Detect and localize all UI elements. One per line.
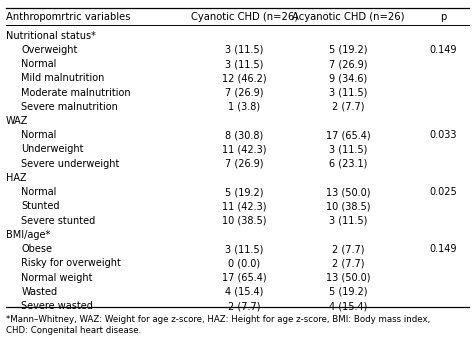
Text: 3 (11.5): 3 (11.5) bbox=[329, 216, 367, 226]
Text: Wasted: Wasted bbox=[21, 287, 57, 297]
Text: 11 (42.3): 11 (42.3) bbox=[222, 144, 266, 155]
Text: Cyanotic CHD (n=26): Cyanotic CHD (n=26) bbox=[191, 12, 298, 22]
Text: *Mann–Whitney, WAZ: Weight for age z-score, HAZ: Height for age z-score, BMI: Bo: *Mann–Whitney, WAZ: Weight for age z-sco… bbox=[6, 315, 430, 324]
Text: 2 (7.7): 2 (7.7) bbox=[332, 244, 365, 254]
Text: 4 (15.4): 4 (15.4) bbox=[329, 301, 367, 311]
Text: Acyanotic CHD (n=26): Acyanotic CHD (n=26) bbox=[292, 12, 405, 22]
Text: 7 (26.9): 7 (26.9) bbox=[225, 159, 264, 169]
Text: Overweight: Overweight bbox=[21, 45, 78, 55]
Text: 3 (11.5): 3 (11.5) bbox=[329, 87, 367, 98]
Text: Severe malnutrition: Severe malnutrition bbox=[21, 102, 118, 112]
Text: HAZ: HAZ bbox=[6, 173, 27, 183]
Text: 3 (11.5): 3 (11.5) bbox=[225, 45, 263, 55]
Text: 5 (19.2): 5 (19.2) bbox=[329, 45, 368, 55]
Text: 7 (26.9): 7 (26.9) bbox=[225, 87, 264, 98]
Text: Obese: Obese bbox=[21, 244, 52, 254]
Text: BMI/age*: BMI/age* bbox=[6, 230, 50, 240]
Text: 2 (7.7): 2 (7.7) bbox=[228, 301, 260, 311]
Text: 5 (19.2): 5 (19.2) bbox=[329, 287, 368, 297]
Text: Mild malnutrition: Mild malnutrition bbox=[21, 73, 105, 83]
Text: 7 (26.9): 7 (26.9) bbox=[329, 59, 368, 69]
Text: Severe stunted: Severe stunted bbox=[21, 216, 96, 226]
Text: Stunted: Stunted bbox=[21, 201, 60, 212]
Text: 12 (46.2): 12 (46.2) bbox=[222, 73, 266, 83]
Text: Nutritional status*: Nutritional status* bbox=[6, 31, 96, 41]
Text: 13 (50.0): 13 (50.0) bbox=[326, 187, 371, 197]
Text: 0.149: 0.149 bbox=[429, 45, 457, 55]
Text: 11 (42.3): 11 (42.3) bbox=[222, 201, 266, 212]
Text: 0.025: 0.025 bbox=[429, 187, 457, 197]
Text: Normal weight: Normal weight bbox=[21, 273, 93, 283]
Text: 10 (38.5): 10 (38.5) bbox=[326, 201, 371, 212]
Text: 3 (11.5): 3 (11.5) bbox=[225, 244, 263, 254]
Text: Normal: Normal bbox=[21, 59, 57, 69]
Text: 17 (65.4): 17 (65.4) bbox=[222, 273, 266, 283]
Text: p: p bbox=[440, 12, 447, 22]
Text: 0 (0.0): 0 (0.0) bbox=[228, 258, 260, 268]
Text: Severe underweight: Severe underweight bbox=[21, 159, 120, 169]
Text: 4 (15.4): 4 (15.4) bbox=[225, 287, 263, 297]
Text: 5 (19.2): 5 (19.2) bbox=[225, 187, 264, 197]
Text: 8 (30.8): 8 (30.8) bbox=[225, 130, 263, 140]
Text: WAZ: WAZ bbox=[6, 116, 28, 126]
Text: 9 (34.6): 9 (34.6) bbox=[329, 73, 367, 83]
Text: 1 (3.8): 1 (3.8) bbox=[228, 102, 260, 112]
Text: 3 (11.5): 3 (11.5) bbox=[225, 59, 263, 69]
Text: 3 (11.5): 3 (11.5) bbox=[329, 144, 367, 155]
Text: Anthropomrtric variables: Anthropomrtric variables bbox=[6, 12, 130, 22]
Text: 6 (23.1): 6 (23.1) bbox=[329, 159, 367, 169]
Text: Risky for overweight: Risky for overweight bbox=[21, 258, 121, 268]
Text: 17 (65.4): 17 (65.4) bbox=[326, 130, 371, 140]
Text: 2 (7.7): 2 (7.7) bbox=[332, 258, 365, 268]
Text: Severe wasted: Severe wasted bbox=[21, 301, 93, 311]
Text: CHD: Congenital heart disease.: CHD: Congenital heart disease. bbox=[6, 326, 141, 335]
Text: 13 (50.0): 13 (50.0) bbox=[326, 273, 371, 283]
Text: 0.149: 0.149 bbox=[429, 244, 457, 254]
Text: Normal: Normal bbox=[21, 187, 57, 197]
Text: Normal: Normal bbox=[21, 130, 57, 140]
Text: 2 (7.7): 2 (7.7) bbox=[332, 102, 365, 112]
Text: 0.033: 0.033 bbox=[429, 130, 457, 140]
Text: Underweight: Underweight bbox=[21, 144, 84, 155]
Text: 10 (38.5): 10 (38.5) bbox=[222, 216, 266, 226]
Text: Moderate malnutrition: Moderate malnutrition bbox=[21, 87, 131, 98]
